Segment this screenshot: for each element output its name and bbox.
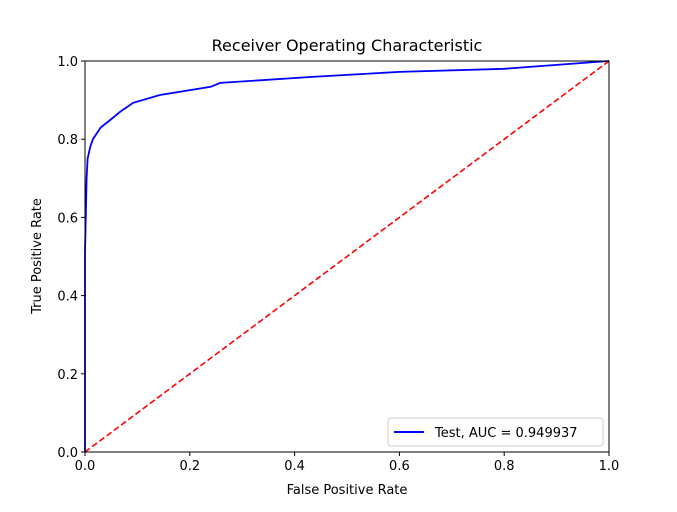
chance-diagonal-line [84,60,610,453]
x-tick-label: 0.6 [389,459,410,474]
roc-curve-line [84,60,610,452]
y-tick-label: 0.2 [57,368,78,383]
y-tick-label: 0.0 [57,446,78,461]
x-axis-label: False Positive Rate [287,483,408,498]
y-tick-label: 0.6 [57,211,78,226]
x-tick-label: 1.0 [599,459,620,474]
x-tick-label: 0.0 [75,459,96,474]
x-tick-label: 0.2 [179,459,200,474]
x-tick-label: 0.8 [494,459,515,474]
y-axis-label: True Positive Rate [30,198,45,315]
y-tick-label: 1.0 [57,55,78,70]
y-tick-label: 0.4 [57,290,78,305]
chart-title: Receiver Operating Characteristic [212,36,483,55]
plot-frame [84,60,610,453]
x-tick-label: 0.4 [284,459,305,474]
y-tick-label: 0.8 [57,133,78,148]
legend: Test, AUC = 0.949937 [387,417,604,447]
legend-box [387,417,604,447]
legend-label-test: Test, AUC = 0.949937 [434,426,578,441]
